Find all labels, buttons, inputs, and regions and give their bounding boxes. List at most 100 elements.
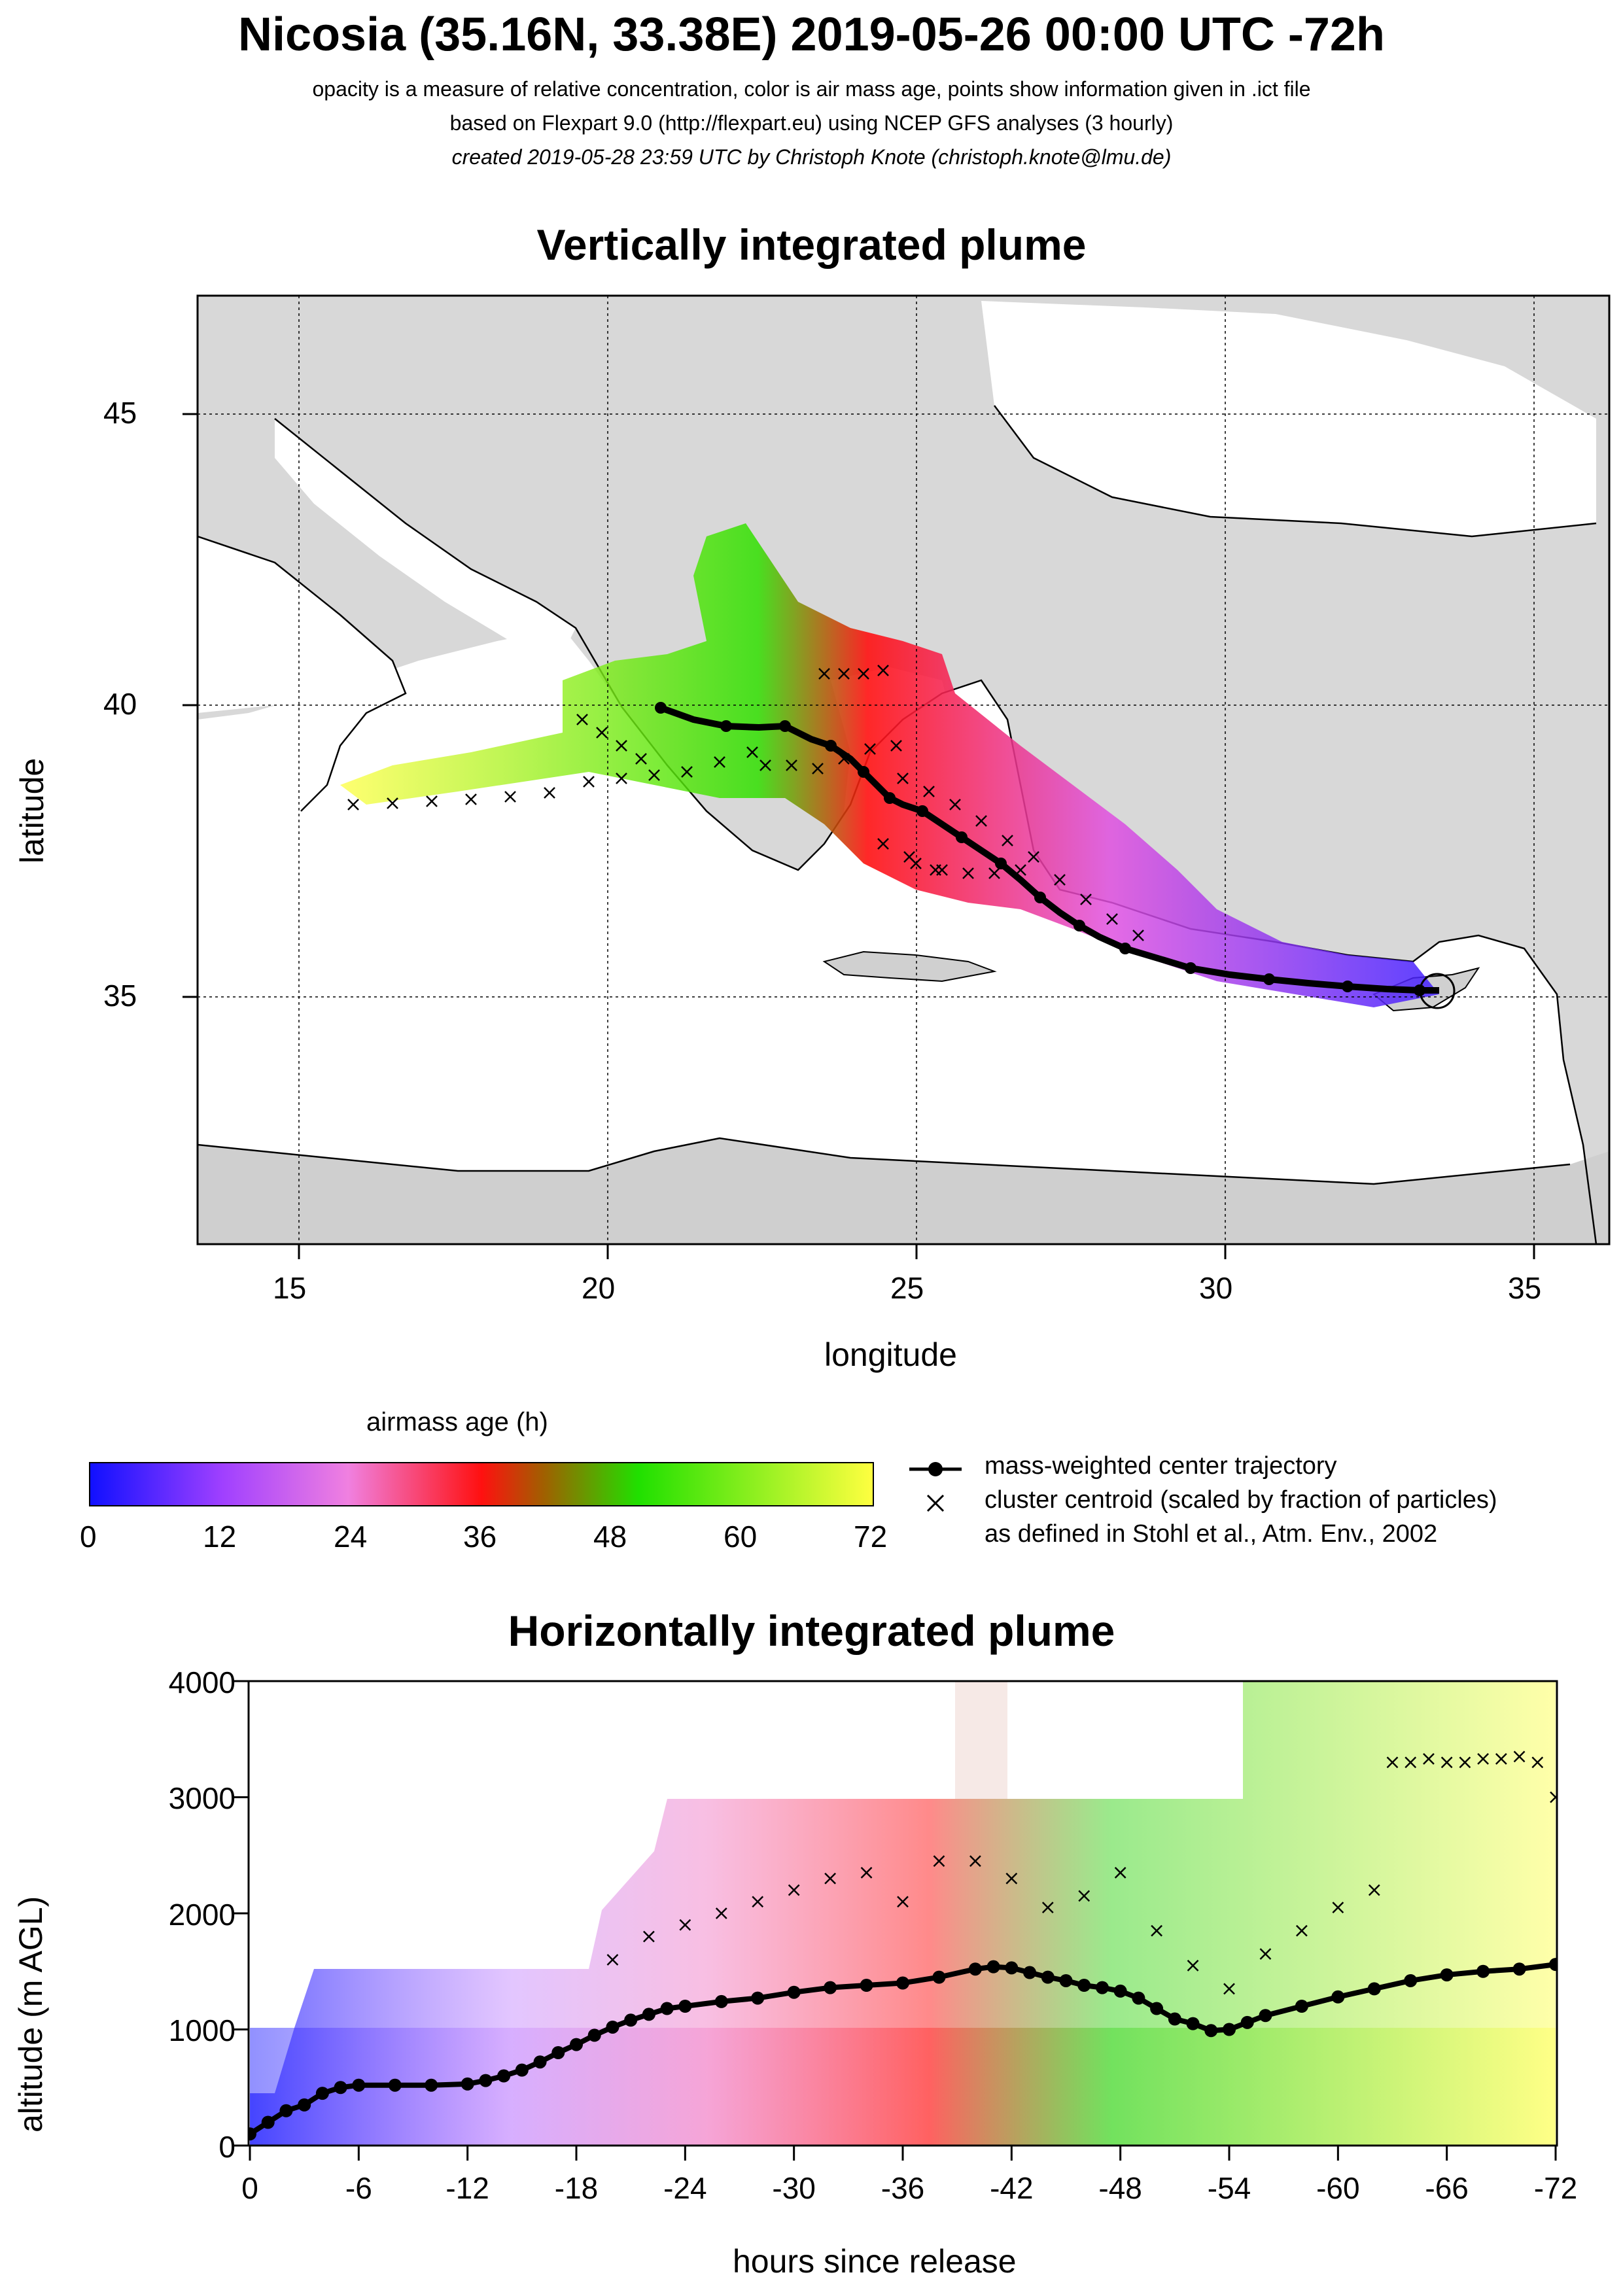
profile-xtick: -48: [1098, 2171, 1142, 2205]
cluster-centroid-mark: [877, 838, 889, 850]
cluster-centroids: [347, 665, 1144, 941]
profile-cluster-centroid-mark: [1405, 1756, 1417, 1769]
coastline-black-sea: [994, 405, 1597, 538]
profile-panel-title: Horizontally integrated plume: [508, 1607, 1115, 1655]
profile-trajectory-point: [461, 2077, 474, 2091]
colorbar-tick-12: 12: [203, 1520, 237, 1554]
trajectory-point: [779, 720, 791, 732]
cluster-centroid-mark: [1080, 894, 1092, 905]
profile-cluster-centroid-mark: [1114, 1866, 1126, 1879]
profile-xtick: -6: [345, 2171, 372, 2205]
map-panel-title: Vertically integrated plume: [536, 220, 1087, 269]
crete: [822, 950, 997, 983]
profile-trajectory-point: [279, 2104, 293, 2117]
cluster-centroid-mark: [596, 727, 608, 739]
profile-trajectory-point: [714, 1994, 728, 2008]
legend-cluster-centroid: cluster centroid (scaled by fraction of …: [985, 1486, 1497, 1514]
profile-trajectory-point: [824, 1981, 837, 1994]
cluster-centroid-mark: [681, 766, 693, 778]
cluster-centroid-mark: [465, 793, 477, 805]
profile-cluster-centroid-mark: [1423, 1753, 1435, 1765]
cluster-centroid-mark: [1054, 874, 1066, 886]
profile-trajectory-point: [1240, 2015, 1254, 2029]
profile-xtick: -54: [1207, 2171, 1251, 2205]
profile-cluster-centroid-mark: [1187, 1959, 1199, 1972]
cluster-centroid-mark: [504, 791, 516, 803]
profile-xtick: -36: [881, 2171, 925, 2205]
profile-trajectory-point: [1023, 1966, 1037, 1979]
mediterranean-sea: [198, 628, 1596, 1244]
profile-cluster-centroid-mark: [1151, 1924, 1162, 1937]
adriatic-sea: [275, 419, 576, 654]
subtitle-credit: created 2019-05-28 23:59 UTC by Christop…: [451, 145, 1172, 169]
profile-cluster-centroid-mark: [933, 1855, 945, 1868]
profile-trajectory-point: [678, 2000, 692, 2013]
profile-xtick: -18: [554, 2171, 599, 2205]
legend-symbol-trajectory: [909, 1462, 962, 1476]
profile-ytick-2000: 2000: [168, 1898, 236, 1932]
cluster-centroid-mark: [975, 815, 987, 827]
cluster-centroid-mark: [877, 665, 889, 676]
profile-trajectory-point: [533, 2055, 547, 2069]
profile-trajectory-point: [261, 2115, 275, 2129]
profile-xtick: -30: [772, 2171, 816, 2205]
profile-cluster-centroid-mark: [1440, 1756, 1453, 1769]
profile-cluster-centroid-mark: [824, 1872, 836, 1885]
cluster-centroid-mark: [930, 864, 941, 876]
page-title: Nicosia (35.16N, 33.38E) 2019-05-26 00:0…: [238, 9, 1385, 61]
cluster-centroid-mark: [786, 759, 797, 771]
profile-faint-column: [955, 1681, 1007, 1799]
map-frame: [196, 294, 1611, 1245]
trajectory-point: [1185, 962, 1196, 974]
trajectory-point: [956, 831, 968, 843]
profile-xtick: -72: [1533, 2171, 1578, 2205]
profile-trajectory-point: [425, 2078, 438, 2092]
cluster-centroid-mark: [746, 746, 758, 758]
profile-trajectory-point: [624, 2013, 638, 2027]
colorbar-tick-48: 48: [593, 1520, 627, 1554]
cluster-centroid-mark: [426, 795, 438, 807]
profile-trajectory-point: [860, 1979, 873, 1992]
map-axis-ticks: [183, 413, 1535, 1259]
profile-cluster-centroid-mark: [969, 1855, 981, 1868]
profile-trajectory-point: [551, 2046, 565, 2059]
profile-trajectory-point: [479, 2074, 493, 2087]
profile-trajectory-point: [1259, 2009, 1272, 2023]
cluster-centroid-mark: [1002, 835, 1013, 846]
profile-trajectory-point: [249, 2127, 256, 2141]
black-sea: [981, 301, 1596, 536]
cluster-centroid-mark: [923, 786, 935, 797]
profile-cluster-centroid-mark: [788, 1884, 800, 1896]
profile-xtick: -60: [1316, 2171, 1360, 2205]
map-xtick-20: 20: [582, 1271, 616, 1305]
profile-trajectory-point: [1132, 1991, 1145, 2005]
map-ylabel: latitude: [14, 757, 50, 863]
coastline-africa: [198, 1137, 1571, 1185]
profile-trajectory-point: [1059, 1974, 1073, 1987]
profile-cluster-centroid-mark: [1041, 1902, 1054, 1914]
profile-trajectory-point: [298, 2098, 311, 2112]
profile-trajectory-point: [1077, 1979, 1091, 1992]
map-ytick-45: 45: [103, 396, 137, 430]
coastline: [274, 418, 1597, 1244]
profile-cluster-centroid-mark: [1005, 1872, 1018, 1885]
colorbar-title: airmass age (h): [366, 1408, 548, 1436]
cluster-centroid-mark: [838, 668, 850, 680]
colorbar-tick-72: 72: [854, 1520, 888, 1554]
cluster-centroid-mark: [347, 799, 359, 810]
profile-trajectory-point: [1095, 1981, 1109, 1994]
map-xtick-15: 15: [273, 1271, 307, 1305]
african-coast-gray: [198, 1138, 1609, 1244]
subtitle-model: based on Flexpart 9.0 (http://flexpart.e…: [449, 111, 1174, 135]
profile-trajectory-point: [1204, 2024, 1218, 2038]
profile-trajectory-point: [606, 2020, 620, 2034]
trajectory-point: [655, 702, 667, 714]
cluster-centroid-mark: [387, 797, 398, 809]
cluster-centroid-mark: [858, 668, 869, 680]
trajectory-point: [1263, 973, 1275, 985]
map-ytick-35: 35: [103, 979, 137, 1013]
cluster-centroid-mark: [962, 867, 974, 879]
profile-trajectory-point: [642, 2008, 655, 2021]
profile-cluster-centroid-mark: [1259, 1948, 1272, 1960]
profile-trajectory-point: [1476, 1964, 1490, 1978]
